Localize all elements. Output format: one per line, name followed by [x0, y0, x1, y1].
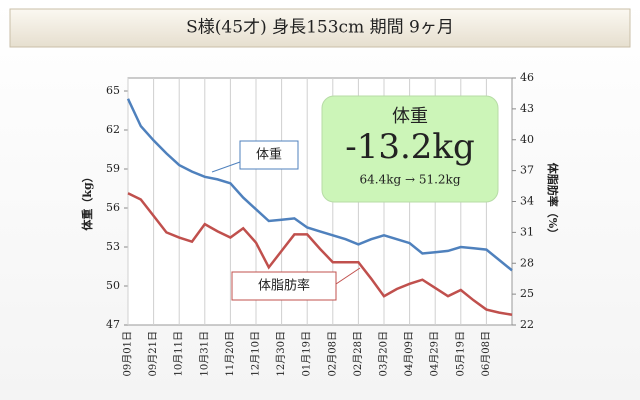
x-tick-label: 12月30日	[275, 331, 287, 376]
chart-title: S様(45才) 身長153cm 期間 9ヶ月	[186, 18, 454, 38]
y2-tick-label: 25	[520, 287, 534, 300]
y2-axis-title: 体脂肪率（%）	[546, 163, 560, 239]
callout-box	[231, 271, 337, 301]
labels: 47 50 53 56 59 62 65 22 25 28 31 34 37 40 43 46 09月01日 09…	[106, 71, 534, 376]
x-tick-label: 10月11日	[173, 331, 185, 376]
x-tick-label: 05月19日	[454, 331, 466, 376]
x-tick-label: 09月21日	[147, 331, 159, 376]
y2-tick-label: 31	[520, 225, 534, 238]
series-line	[127, 192, 513, 316]
x-tick-label: 01月19日	[301, 331, 313, 376]
y2-tick-label: 46	[520, 71, 534, 84]
callout-label: 体脂肪率	[258, 278, 310, 294]
x-tick-label: 11月20日	[224, 331, 236, 376]
y-tick-label: 56	[106, 201, 120, 214]
y2-tick-label: 37	[520, 164, 534, 177]
y-tick-label: 59	[106, 162, 120, 175]
callout-leader	[335, 267, 361, 285]
y-tick-label: 47	[106, 318, 120, 331]
callout-box	[239, 140, 299, 170]
x-tick-label: 10月31日	[198, 331, 210, 376]
summary-label: 体重	[392, 106, 428, 127]
x-tick-label: 06月08日	[480, 331, 492, 376]
y2-tick-label: 43	[520, 102, 534, 115]
marks	[126, 98, 513, 316]
x-tick-label: 04月09日	[403, 331, 415, 376]
x-tick-label: 04月29日	[429, 331, 441, 376]
y2-tick-label: 34	[520, 195, 534, 208]
summary-change: -13.2kg	[345, 127, 475, 167]
x-tick-label: 02月08日	[326, 331, 338, 376]
y2-tick-label: 40	[520, 133, 534, 146]
x-tick-label: 12月10日	[250, 331, 262, 376]
callout-label: 体重	[256, 147, 282, 163]
x-tick-label: 09月01日	[122, 331, 134, 376]
callout-leader	[211, 161, 241, 173]
y2-tick-label: 28	[520, 256, 534, 269]
y-tick-label: 62	[106, 123, 120, 136]
y2-tick-label: 22	[520, 318, 534, 331]
summary-detail: 64.4kg → 51.2kg	[359, 173, 460, 187]
x-tick-label: 02月28日	[352, 331, 364, 376]
y-tick-label: 53	[106, 240, 120, 253]
title-banner	[9, 8, 631, 48]
y-axis-title: 体重（kg）	[80, 171, 94, 230]
y-tick-label: 50	[106, 279, 120, 292]
y-tick-label: 65	[106, 84, 120, 97]
series-line	[126, 98, 513, 272]
summary-box	[321, 95, 499, 203]
x-tick-label: 03月20日	[378, 331, 390, 376]
